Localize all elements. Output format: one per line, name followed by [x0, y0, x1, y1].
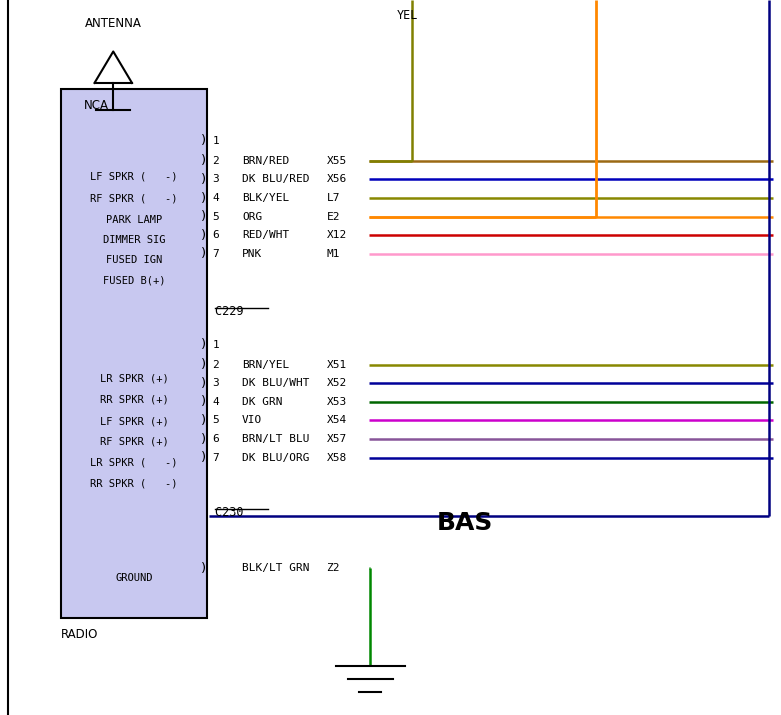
Text: X53: X53 — [326, 397, 347, 407]
Text: LR SPKR (+): LR SPKR (+) — [99, 374, 169, 384]
Text: ): ) — [201, 451, 206, 464]
Text: BLK/LT GRN: BLK/LT GRN — [242, 563, 309, 573]
Text: 7: 7 — [212, 453, 219, 463]
Text: 2: 2 — [212, 156, 219, 166]
Text: RED/WHT: RED/WHT — [242, 230, 289, 240]
Text: RR SPKR (   -): RR SPKR ( -) — [90, 478, 178, 488]
Text: DIMMER SIG: DIMMER SIG — [102, 235, 166, 245]
Text: BAS: BAS — [437, 511, 493, 536]
Polygon shape — [61, 89, 207, 618]
Text: RF SPKR (+): RF SPKR (+) — [99, 437, 169, 447]
Text: 5: 5 — [212, 212, 219, 222]
Text: X52: X52 — [326, 378, 347, 388]
Text: X56: X56 — [326, 174, 347, 184]
Text: 6: 6 — [212, 230, 219, 240]
Text: LF SPKR (+): LF SPKR (+) — [99, 416, 169, 426]
Text: C229: C229 — [215, 305, 251, 318]
Text: 5: 5 — [212, 415, 219, 425]
Text: BRN/LT BLU: BRN/LT BLU — [242, 434, 309, 444]
Text: ): ) — [201, 358, 206, 371]
Text: RF SPKR (   -): RF SPKR ( -) — [90, 194, 178, 204]
Text: 3: 3 — [212, 174, 219, 184]
Text: 1: 1 — [212, 340, 219, 350]
Text: DK GRN: DK GRN — [242, 397, 283, 407]
Text: X57: X57 — [326, 434, 347, 444]
Text: X12: X12 — [326, 230, 347, 240]
Text: E2: E2 — [326, 212, 340, 222]
Text: ): ) — [201, 154, 206, 167]
Text: RR SPKR (+): RR SPKR (+) — [99, 395, 169, 405]
Text: X55: X55 — [326, 156, 347, 166]
Text: ): ) — [201, 134, 206, 147]
Text: 3: 3 — [212, 378, 219, 388]
Text: Z2: Z2 — [326, 563, 340, 573]
Text: ): ) — [201, 414, 206, 427]
Text: ): ) — [201, 192, 206, 204]
Text: LR SPKR (   -): LR SPKR ( -) — [90, 458, 178, 468]
Text: RADIO: RADIO — [61, 628, 98, 641]
Text: NCA: NCA — [84, 99, 109, 112]
Text: FUSED IGN: FUSED IGN — [105, 255, 162, 265]
Text: ): ) — [201, 338, 206, 351]
Text: ): ) — [201, 395, 206, 408]
Text: ANTENNA: ANTENNA — [85, 17, 141, 30]
Text: ): ) — [201, 173, 206, 186]
Text: ORG: ORG — [242, 212, 262, 222]
Text: DK BLU/ORG: DK BLU/ORG — [242, 453, 309, 463]
Text: 4: 4 — [212, 397, 219, 407]
Text: LF SPKR (   -): LF SPKR ( -) — [90, 172, 178, 182]
Text: ): ) — [201, 247, 206, 260]
Text: BRN/YEL: BRN/YEL — [242, 360, 289, 370]
Text: M1: M1 — [326, 249, 340, 259]
Text: GROUND: GROUND — [115, 573, 153, 583]
Text: VIO: VIO — [242, 415, 262, 425]
Text: ): ) — [201, 377, 206, 390]
Text: ): ) — [201, 562, 206, 575]
Text: DK BLU/RED: DK BLU/RED — [242, 174, 309, 184]
Text: BRN/RED: BRN/RED — [242, 156, 289, 166]
Text: ): ) — [201, 229, 206, 242]
Text: YEL: YEL — [397, 9, 418, 21]
Text: 7: 7 — [212, 249, 219, 259]
Text: 4: 4 — [212, 193, 219, 203]
Text: FUSED B(+): FUSED B(+) — [102, 275, 166, 285]
Text: 1: 1 — [212, 136, 219, 146]
Text: X58: X58 — [326, 453, 347, 463]
Text: PARK LAMP: PARK LAMP — [105, 215, 162, 225]
Text: X54: X54 — [326, 415, 347, 425]
Text: BLK/YEL: BLK/YEL — [242, 193, 289, 203]
Text: X51: X51 — [326, 360, 347, 370]
Text: ): ) — [201, 210, 206, 223]
Text: DK BLU/WHT: DK BLU/WHT — [242, 378, 309, 388]
Text: C230: C230 — [215, 506, 251, 519]
Text: 6: 6 — [212, 434, 219, 444]
Text: L7: L7 — [326, 193, 340, 203]
Text: PNK: PNK — [242, 249, 262, 259]
Text: 2: 2 — [212, 360, 219, 370]
Text: ): ) — [201, 433, 206, 445]
